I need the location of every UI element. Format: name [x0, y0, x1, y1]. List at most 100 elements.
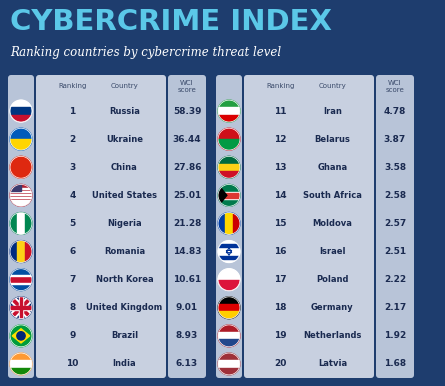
- Circle shape: [10, 156, 32, 178]
- Circle shape: [218, 128, 240, 150]
- Bar: [218, 279, 240, 291]
- Text: 7: 7: [69, 275, 76, 284]
- Circle shape: [218, 297, 240, 319]
- Text: 1: 1: [69, 107, 76, 115]
- Text: Country: Country: [319, 83, 346, 89]
- Text: South Africa: South Africa: [303, 191, 362, 200]
- FancyBboxPatch shape: [216, 75, 242, 378]
- Text: 12: 12: [274, 135, 287, 144]
- Bar: [10, 367, 32, 379]
- Text: 6.13: 6.13: [176, 359, 198, 369]
- Circle shape: [218, 240, 240, 262]
- Text: CYBERCRIME INDEX: CYBERCRIME INDEX: [10, 8, 332, 36]
- Text: score: score: [386, 87, 405, 93]
- Text: 36.44: 36.44: [173, 135, 201, 144]
- Circle shape: [10, 100, 32, 122]
- Text: 14.83: 14.83: [173, 247, 201, 256]
- Text: 15: 15: [274, 219, 287, 228]
- Text: 11: 11: [274, 107, 287, 115]
- Text: United Kingdom: United Kingdom: [86, 303, 162, 312]
- Bar: [218, 256, 240, 259]
- Text: 3.58: 3.58: [384, 163, 406, 172]
- FancyBboxPatch shape: [8, 75, 34, 378]
- Circle shape: [10, 353, 32, 375]
- Bar: [10, 360, 32, 367]
- Bar: [10, 115, 32, 125]
- Circle shape: [218, 325, 240, 347]
- Text: 8.93: 8.93: [176, 331, 198, 340]
- Text: Netherlands: Netherlands: [303, 331, 362, 340]
- Bar: [218, 139, 240, 150]
- Circle shape: [218, 156, 240, 178]
- Bar: [218, 304, 240, 312]
- Text: 21.28: 21.28: [173, 219, 201, 228]
- Circle shape: [17, 332, 25, 340]
- Bar: [218, 360, 240, 367]
- Bar: [10, 191, 32, 192]
- Bar: [10, 185, 21, 191]
- Bar: [17, 240, 24, 262]
- Polygon shape: [218, 185, 227, 206]
- Bar: [218, 193, 240, 198]
- Text: WCI: WCI: [180, 80, 194, 86]
- Text: 9.01: 9.01: [176, 303, 198, 312]
- Text: 2.57: 2.57: [384, 219, 406, 228]
- Bar: [10, 188, 32, 189]
- Text: 19: 19: [274, 331, 287, 340]
- Text: Ranking countries by cybercrime threat level: Ranking countries by cybercrime threat l…: [10, 46, 281, 59]
- Text: 6: 6: [69, 247, 76, 256]
- Text: 10: 10: [66, 359, 79, 369]
- Text: Belarus: Belarus: [315, 135, 350, 144]
- Circle shape: [218, 213, 240, 234]
- Text: 14: 14: [274, 191, 287, 200]
- Bar: [17, 213, 24, 234]
- Text: Brazil: Brazil: [111, 331, 138, 340]
- FancyBboxPatch shape: [36, 75, 166, 378]
- Bar: [10, 283, 32, 284]
- Bar: [24, 213, 36, 234]
- Circle shape: [218, 185, 240, 206]
- FancyBboxPatch shape: [168, 75, 206, 378]
- Text: score: score: [178, 87, 196, 93]
- FancyBboxPatch shape: [376, 75, 414, 378]
- Polygon shape: [12, 329, 30, 343]
- Text: 5: 5: [69, 219, 76, 228]
- Bar: [20, 297, 22, 319]
- Bar: [218, 367, 240, 379]
- Bar: [10, 276, 32, 283]
- Bar: [218, 115, 240, 125]
- Text: WCI: WCI: [388, 80, 402, 86]
- Text: North Korea: North Korea: [96, 275, 153, 284]
- Bar: [218, 332, 240, 340]
- Text: Russia: Russia: [109, 107, 140, 115]
- Text: 2.22: 2.22: [384, 275, 406, 284]
- Text: China: China: [111, 163, 138, 172]
- Text: Germany: Germany: [311, 303, 354, 312]
- Text: 2: 2: [69, 135, 76, 144]
- Text: Ranking: Ranking: [58, 83, 87, 89]
- Text: 3.87: 3.87: [384, 135, 406, 144]
- Text: United States: United States: [92, 191, 157, 200]
- Text: Ukraine: Ukraine: [106, 135, 143, 144]
- Text: 1.92: 1.92: [384, 331, 406, 340]
- Text: 8: 8: [69, 303, 76, 312]
- Text: Country: Country: [110, 83, 138, 89]
- Circle shape: [10, 240, 32, 262]
- Circle shape: [10, 297, 32, 319]
- Text: 2.17: 2.17: [384, 303, 406, 312]
- Text: 1.68: 1.68: [384, 359, 406, 369]
- Text: 2.51: 2.51: [384, 247, 406, 256]
- Bar: [233, 213, 243, 234]
- Text: 13: 13: [274, 163, 287, 172]
- Bar: [10, 203, 32, 205]
- Circle shape: [10, 325, 32, 347]
- Circle shape: [10, 213, 32, 234]
- Text: 2.58: 2.58: [384, 191, 406, 200]
- Bar: [10, 107, 32, 115]
- Bar: [218, 171, 240, 182]
- Bar: [10, 306, 32, 309]
- Bar: [10, 275, 32, 276]
- Text: 10.61: 10.61: [173, 275, 201, 284]
- Text: 16: 16: [274, 247, 287, 256]
- Bar: [218, 191, 240, 199]
